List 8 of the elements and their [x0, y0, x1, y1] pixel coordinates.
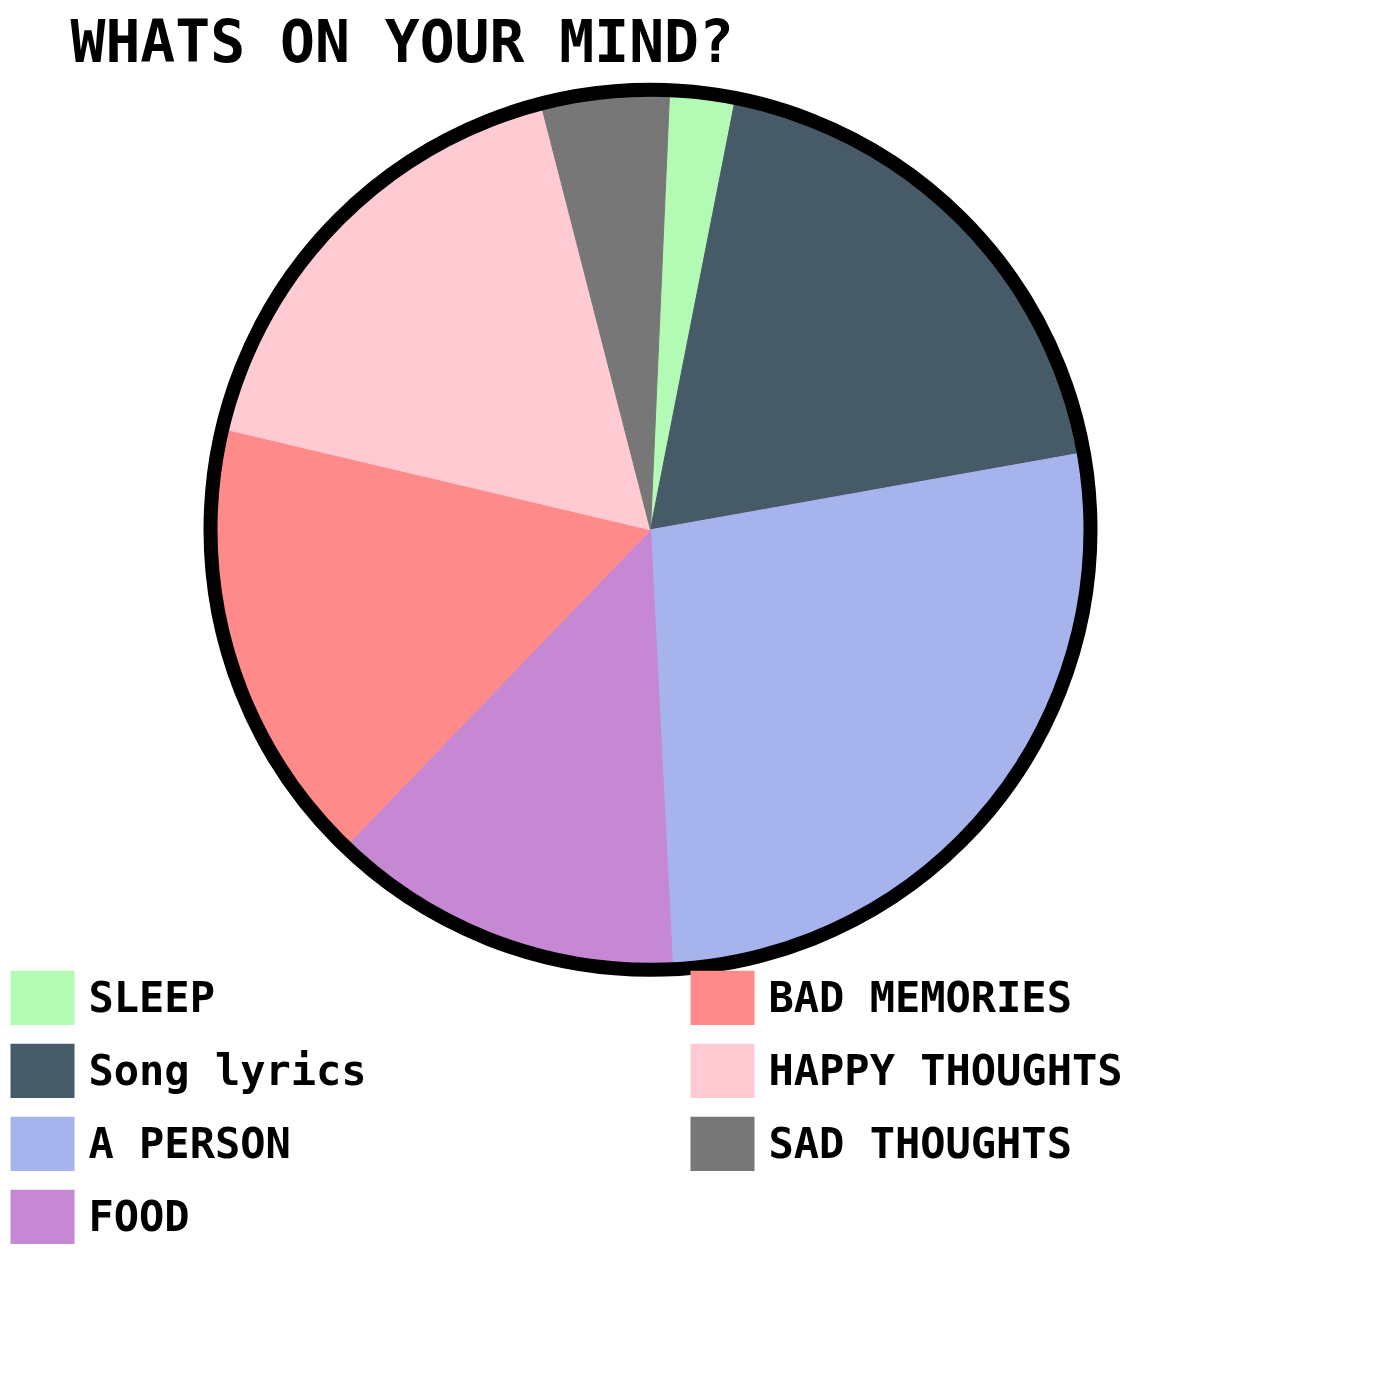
- legend-label: A PERSON: [88, 1119, 291, 1169]
- legend-label: HAPPY THOUGHTS: [768, 1046, 1123, 1096]
- chart-title: WHATS ON YOUR MIND?: [70, 7, 734, 76]
- legend-label: BAD MEMORIES: [768, 973, 1072, 1023]
- legend-label: FOOD: [88, 1192, 190, 1242]
- legend-label: Song lyrics: [88, 1046, 367, 1096]
- legend-label: SAD THOUGHTS: [768, 1119, 1072, 1169]
- legend-label: SLEEP: [88, 973, 215, 1023]
